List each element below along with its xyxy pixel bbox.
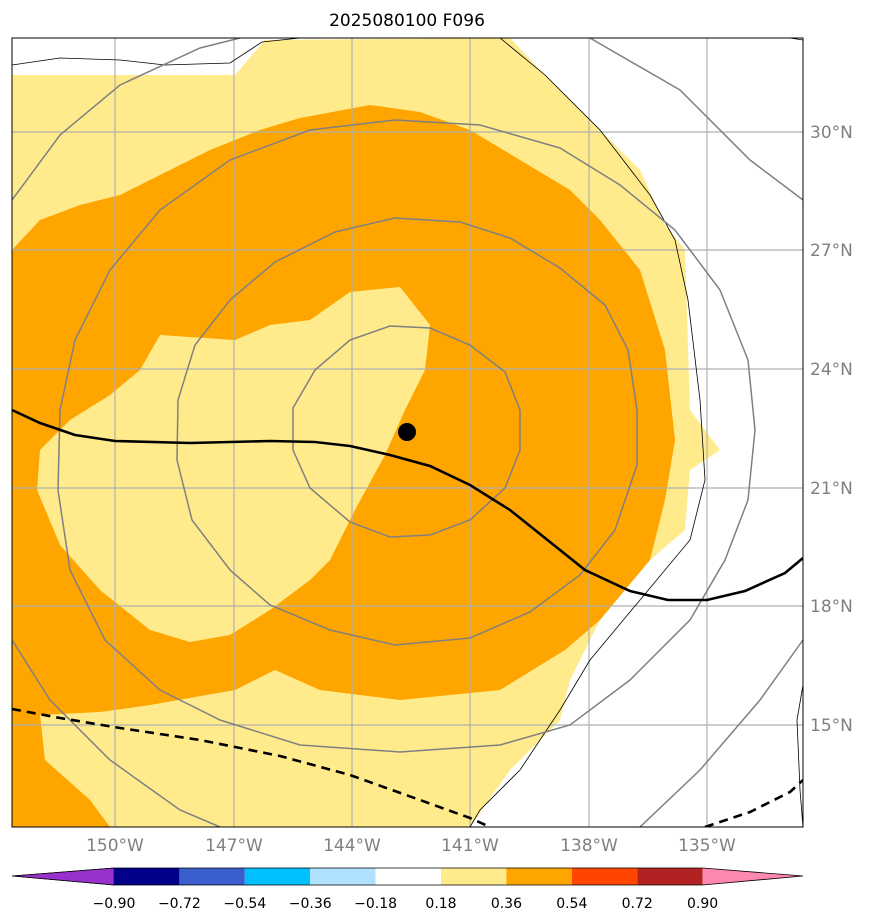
colorbar-bin (375, 868, 441, 885)
lat-label: 30°N (810, 123, 853, 143)
lat-label: 18°N (810, 597, 853, 617)
lat-label: 27°N (810, 241, 853, 261)
colorbar-tick: 0.18 (425, 896, 456, 912)
colorbar-bin (441, 868, 507, 885)
colorbar-bin (637, 868, 703, 885)
colorbar-bin (244, 868, 311, 885)
lat-label: 21°N (810, 479, 853, 499)
lon-label: 147°W (205, 836, 263, 856)
map-title: 2025080100 F096 (329, 11, 485, 31)
colorbar-tick: 0.72 (622, 896, 653, 912)
colorbar-bin (571, 868, 638, 885)
graticule (12, 38, 803, 827)
lon-label: 141°W (441, 836, 499, 856)
map-area (12, 38, 803, 827)
storm-center-marker (398, 423, 416, 441)
colorbar-bin (506, 868, 572, 885)
colorbar-bin (11, 867, 115, 886)
lon-label: 144°W (323, 836, 381, 856)
colorbar-bin (114, 868, 180, 885)
lat-label: 24°N (810, 360, 853, 380)
lon-label: 150°W (86, 836, 144, 856)
lon-label: 135°W (678, 836, 736, 856)
colorbar (11, 867, 804, 886)
colorbar-tick: 0.90 (687, 896, 718, 912)
colorbar-bin (310, 868, 376, 885)
colorbar-tick: 0.54 (556, 896, 587, 912)
colorbar-tick: −0.72 (158, 896, 201, 912)
lat-label: 15°N (810, 716, 853, 736)
dashed-track-south (12, 707, 491, 827)
storm-track (12, 408, 803, 602)
colorbar-tick: −0.36 (289, 896, 332, 912)
colorbar-bin (179, 868, 245, 885)
colorbar-bin (702, 868, 803, 885)
dashed-track-east (704, 779, 803, 827)
colorbar-tick: 0.36 (491, 896, 522, 912)
colorbar-tick: −0.18 (354, 896, 397, 912)
distance-contours (12, 38, 803, 827)
colorbar-tick: −0.90 (93, 896, 136, 912)
map-frame (11, 37, 804, 828)
colorbar-tick: −0.54 (223, 896, 266, 912)
lon-label: 138°W (560, 836, 618, 856)
